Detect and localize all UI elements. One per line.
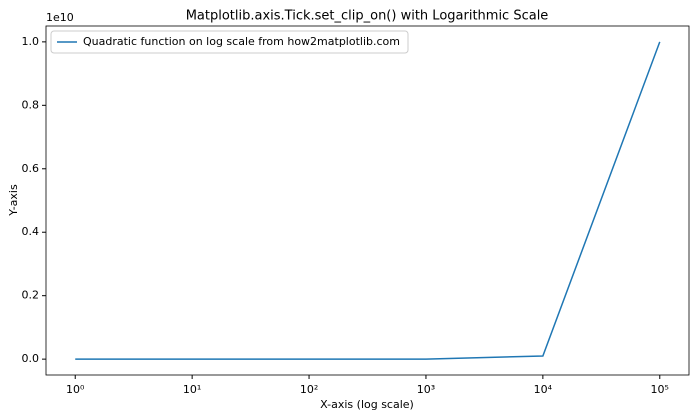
x-tick-label: 10⁰ [66, 383, 85, 396]
legend-label: Quadratic function on log scale from how… [83, 35, 400, 48]
y-tick-label: 1.0 [22, 35, 40, 48]
y-tick-label: 0.4 [22, 225, 40, 238]
chart-title: Matplotlib.axis.Tick.set_clip_on() with … [186, 9, 549, 24]
y-tick-label: 0.0 [22, 352, 40, 365]
x-tick-label: 10² [300, 383, 318, 396]
x-tick-label: 10⁵ [651, 383, 669, 396]
plot-area [45, 25, 690, 376]
x-axis-label: X-axis (log scale) [320, 398, 414, 411]
y-tick-label: 0.6 [22, 162, 40, 175]
y-tick-label: 0.2 [22, 289, 40, 302]
legend-box [50, 30, 409, 54]
x-tick-label: 10⁴ [534, 383, 553, 396]
y-offset-text: 1e10 [46, 11, 74, 24]
x-tick-label: 10³ [417, 383, 435, 396]
x-tick-label: 10¹ [183, 383, 201, 396]
y-tick-label: 0.8 [22, 98, 40, 111]
data-line [75, 41, 661, 360]
y-axis-label: Y-axis [7, 184, 20, 217]
